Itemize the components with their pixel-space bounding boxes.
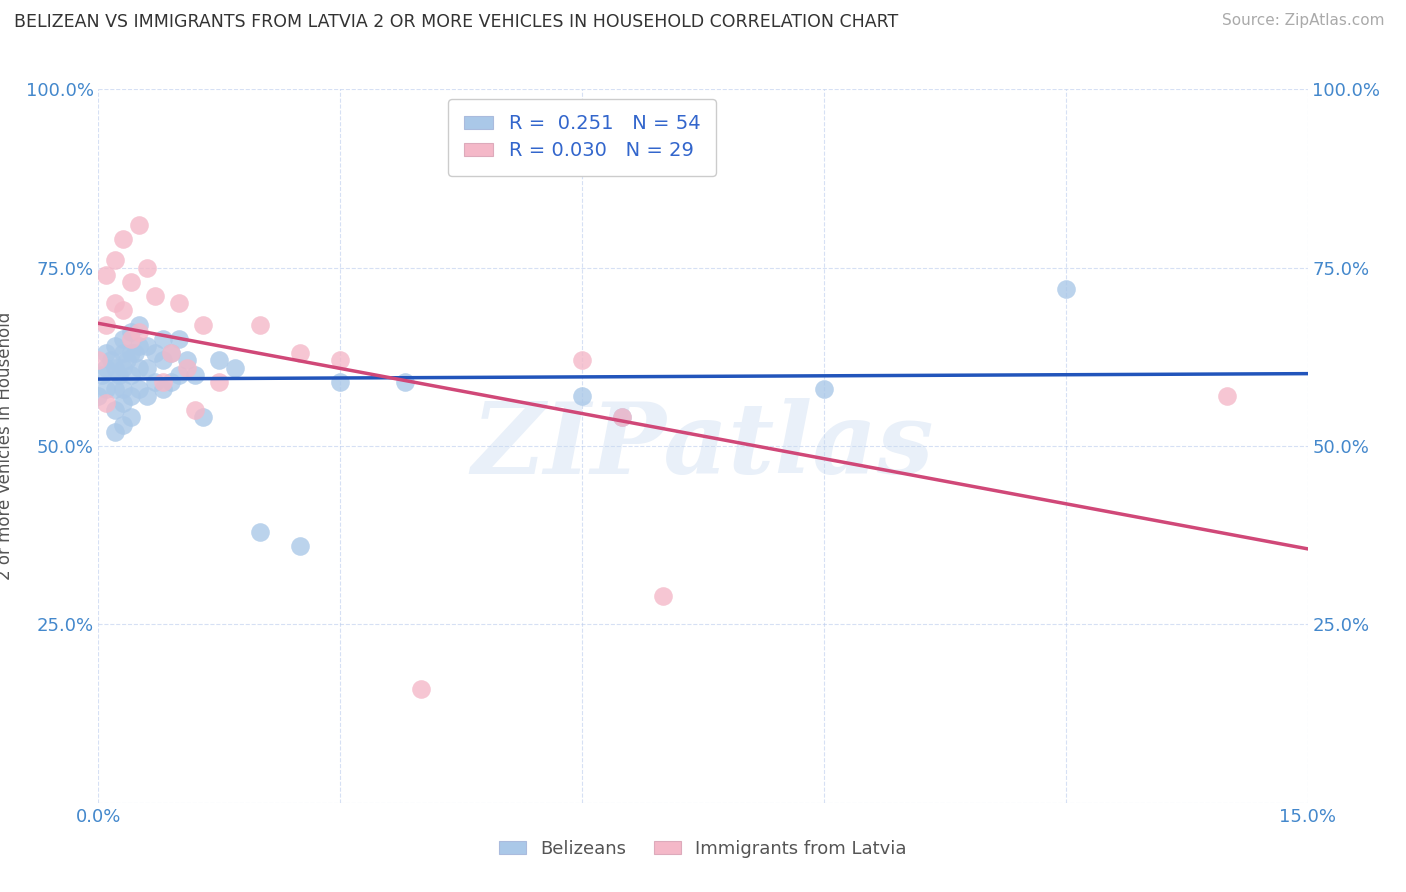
Point [193,318,215,332]
Point [103,296,125,310]
Point [1054,282,1077,296]
Point [135,389,157,403]
Point [111,232,134,246]
Point [176,353,198,368]
Point [96,346,118,360]
Point [111,360,134,375]
Point [111,346,134,360]
Point [120,332,142,346]
Point [96,396,118,410]
Point [103,360,125,375]
Point [96,318,118,332]
Point [160,346,183,360]
Point [120,346,142,360]
Point [103,339,125,353]
Point [120,325,142,339]
Legend: Belizeans, Immigrants from Latvia: Belizeans, Immigrants from Latvia [492,833,914,865]
Text: Source: ZipAtlas.com: Source: ZipAtlas.com [1222,13,1385,29]
Point [152,375,174,389]
Point [96,360,118,375]
Point [115,353,138,368]
Point [128,218,150,232]
Point [651,589,673,603]
Point [176,360,198,375]
Point [91,368,114,382]
Point [120,368,142,382]
Point [152,382,174,396]
Point [394,375,416,389]
Point [111,303,134,318]
Point [135,339,157,353]
Point [193,410,215,425]
Point [152,332,174,346]
Point [1216,389,1239,403]
Point [612,410,634,425]
Point [111,396,134,410]
Point [87,389,110,403]
Point [184,368,207,382]
Point [571,353,593,368]
Point [128,382,150,396]
Point [167,332,190,346]
Text: ZIPatlas: ZIPatlas [472,398,934,494]
Point [111,382,134,396]
Point [208,375,231,389]
Point [409,681,432,696]
Point [103,425,125,439]
Point [100,353,122,368]
Point [813,382,835,396]
Point [160,346,183,360]
Point [329,375,352,389]
Point [249,524,271,539]
Point [96,268,118,282]
Point [167,368,190,382]
Point [87,353,110,368]
Point [107,368,129,382]
Point [160,375,183,389]
Point [152,353,174,368]
Point [288,346,311,360]
Point [167,296,190,310]
Point [329,353,352,368]
Point [103,253,125,268]
Point [111,332,134,346]
Point [135,260,157,275]
Point [571,389,593,403]
Text: BELIZEAN VS IMMIGRANTS FROM LATVIA 2 OR MORE VEHICLES IN HOUSEHOLD CORRELATION C: BELIZEAN VS IMMIGRANTS FROM LATVIA 2 OR … [14,13,898,31]
Point [128,318,150,332]
Point [288,539,311,553]
Point [120,389,142,403]
Point [124,346,146,360]
Point [128,325,150,339]
Point [612,410,634,425]
Point [128,339,150,353]
Point [103,382,125,396]
Point [128,360,150,375]
Point [143,375,166,389]
Point [103,403,125,417]
Point [96,382,118,396]
Point [135,360,157,375]
Point [143,289,166,303]
Y-axis label: 2 or more Vehicles in Household: 2 or more Vehicles in Household [0,312,14,580]
Point [224,360,246,375]
Point [143,346,166,360]
Point [120,410,142,425]
Point [208,353,231,368]
Point [111,417,134,432]
Point [120,275,142,289]
Point [184,403,207,417]
Point [249,318,271,332]
